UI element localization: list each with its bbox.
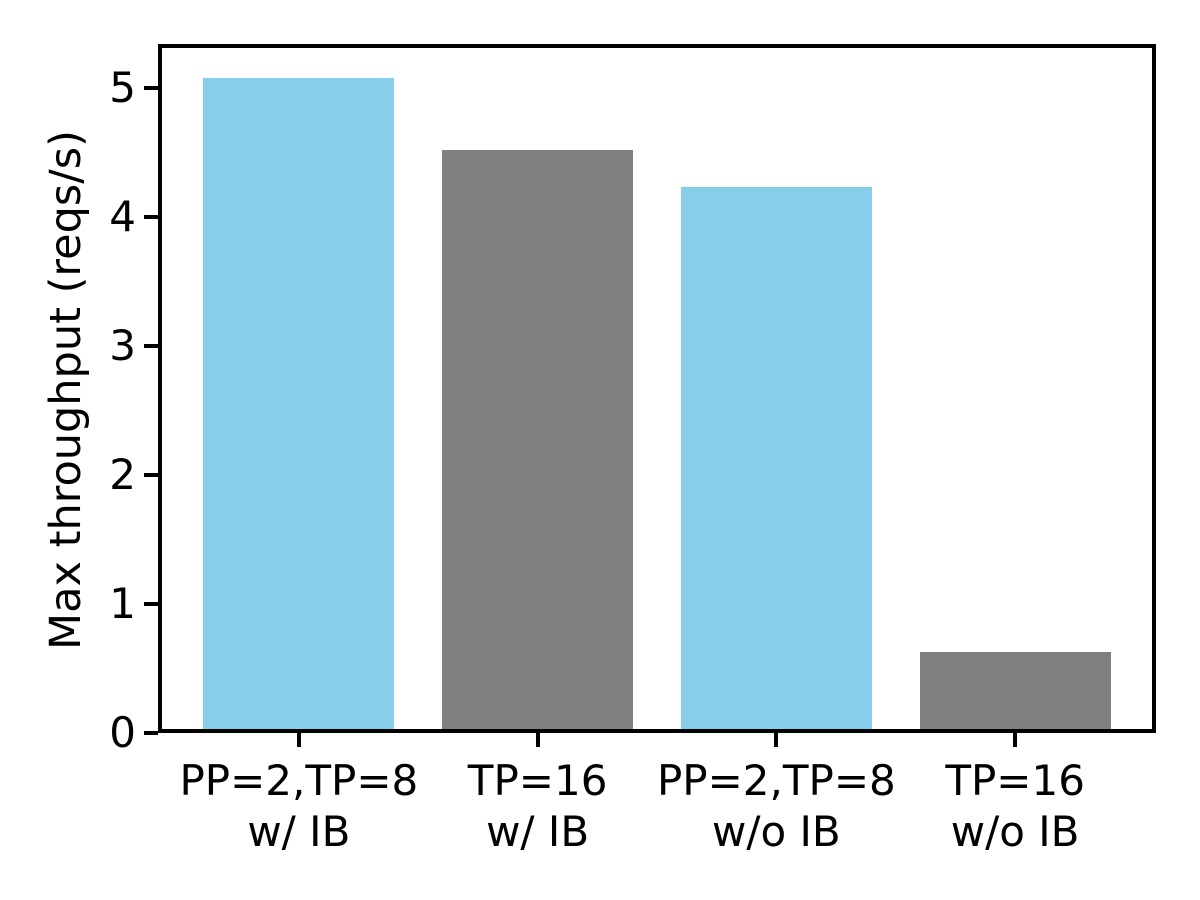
y-tick-label: 3 xyxy=(109,320,136,370)
y-tick-mark xyxy=(144,214,158,219)
y-tick-label: 4 xyxy=(109,191,136,241)
bar xyxy=(442,149,634,733)
y-tick-label: 5 xyxy=(109,62,136,112)
y-tick-mark xyxy=(144,343,158,348)
x-tick-label: TP=16 w/o IB xyxy=(945,756,1085,856)
x-tick-label: PP=2,TP=8 w/ IB xyxy=(179,756,419,856)
y-tick-label: 2 xyxy=(109,449,136,499)
x-tick-mark xyxy=(774,733,779,747)
x-tick-mark xyxy=(535,733,540,747)
y-tick-label: 1 xyxy=(109,578,136,628)
bar xyxy=(680,187,872,733)
y-tick-mark xyxy=(144,601,158,606)
x-tick-mark xyxy=(1013,733,1018,747)
y-tick-mark xyxy=(144,85,158,90)
bar xyxy=(203,77,395,733)
y-tick-label: 0 xyxy=(109,708,136,757)
x-tick-label: TP=16 w/ IB xyxy=(467,756,608,856)
bar xyxy=(919,651,1111,733)
x-tick-mark xyxy=(296,733,301,747)
x-tick-label: PP=2,TP=8 w/o IB xyxy=(656,756,896,856)
y-tick-mark xyxy=(144,731,158,735)
y-tick-mark xyxy=(144,472,158,477)
